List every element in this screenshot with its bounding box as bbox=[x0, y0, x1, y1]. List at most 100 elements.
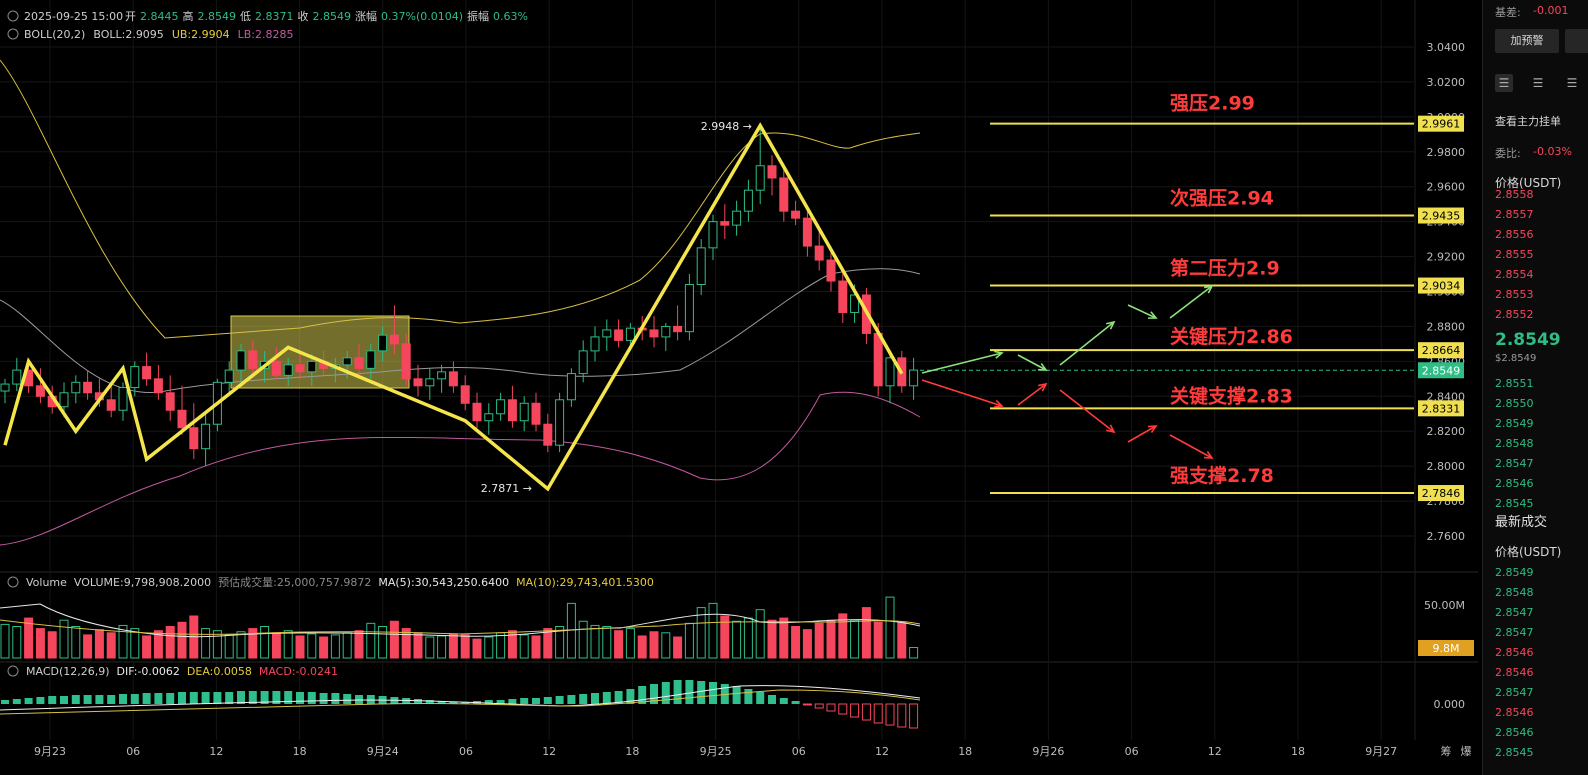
candle-up bbox=[307, 360, 317, 373]
volume-bar bbox=[354, 630, 364, 659]
volume-bar bbox=[460, 634, 470, 659]
macd-bar bbox=[508, 699, 517, 704]
macd-bar bbox=[95, 695, 104, 704]
volume-bar bbox=[342, 632, 352, 659]
last-price: 2.8549 bbox=[1495, 330, 1561, 350]
price-axis-label: 2.7600 bbox=[1427, 530, 1466, 543]
macd-bar bbox=[826, 703, 836, 712]
macd-legend: DEA:0.0058 bbox=[187, 665, 252, 678]
price-axis-label: 2.9800 bbox=[1427, 146, 1466, 159]
ub-line bbox=[0, 59, 921, 339]
time-axis-label: 筹 bbox=[1441, 744, 1452, 758]
macd-bar bbox=[24, 698, 33, 704]
list-buy-icon[interactable]: ☰ bbox=[1532, 76, 1544, 90]
macd-bar bbox=[189, 692, 198, 704]
candle-down bbox=[767, 165, 777, 179]
volume-tag-bg bbox=[1418, 640, 1474, 656]
volume-bar bbox=[83, 634, 93, 659]
volume-bar bbox=[543, 628, 553, 659]
volume-bar bbox=[307, 633, 317, 659]
candle-down bbox=[35, 385, 45, 397]
time-axis-label: 18 bbox=[958, 745, 972, 758]
macd-bar bbox=[12, 699, 21, 704]
candle-up bbox=[661, 325, 671, 338]
volume-bar bbox=[271, 632, 281, 659]
macd-bar bbox=[331, 693, 340, 704]
time-axis-label: 18 bbox=[293, 745, 307, 758]
macd-axis-label: 0.000 bbox=[1434, 698, 1466, 711]
volume-bar bbox=[873, 621, 883, 659]
time-axis-label: 9月26 bbox=[1032, 745, 1064, 758]
candle-down bbox=[779, 177, 789, 212]
candle-down bbox=[649, 329, 659, 338]
trades-price-header: 价格(USDT) bbox=[1495, 545, 1562, 559]
list-all-icon[interactable]: ☰ bbox=[1495, 74, 1513, 92]
volume-bar bbox=[401, 628, 411, 659]
candle-up bbox=[425, 378, 435, 387]
macd-bar bbox=[614, 691, 623, 704]
candle-down bbox=[873, 332, 883, 387]
candle-down bbox=[401, 343, 411, 380]
volume-bar bbox=[767, 619, 777, 659]
macd-bar bbox=[107, 695, 116, 704]
candle-up bbox=[578, 350, 588, 375]
volume-bar bbox=[897, 621, 907, 659]
macd-bar bbox=[838, 703, 848, 715]
volume-ma10 bbox=[0, 619, 921, 635]
macd-bar bbox=[850, 703, 860, 718]
ask-price: 2.8557 bbox=[1495, 208, 1534, 221]
projection-arrow-up bbox=[921, 352, 1003, 374]
time-axis-label: 爆 bbox=[1461, 744, 1472, 758]
candle-up bbox=[519, 402, 529, 422]
time-axis-label: 12 bbox=[1208, 745, 1222, 758]
trade-price: 2.8547 bbox=[1495, 686, 1534, 699]
trade-price: 2.8546 bbox=[1495, 666, 1534, 679]
projection-arrow-up bbox=[1147, 311, 1158, 319]
volume-bar bbox=[59, 619, 69, 659]
main-orders-link[interactable]: 查看主力挂单 bbox=[1495, 115, 1561, 128]
header-ohlc: 2.8549 bbox=[198, 10, 237, 23]
price-tag: 2.7846 bbox=[1422, 487, 1461, 500]
trade-price: 2.8547 bbox=[1495, 606, 1534, 619]
macd-bar bbox=[36, 697, 45, 704]
macd-bar bbox=[591, 693, 599, 704]
candle-up bbox=[59, 392, 69, 408]
macd-bar bbox=[343, 694, 352, 704]
volume-bar bbox=[177, 621, 187, 659]
ask-price: 2.8558 bbox=[1495, 188, 1534, 201]
header-ohlc: 2.8371 bbox=[255, 10, 294, 23]
volume-bar bbox=[496, 632, 506, 659]
latest-trades-tab[interactable]: 最新成交 bbox=[1495, 515, 1548, 530]
bid-price: 2.8548 bbox=[1495, 437, 1534, 450]
time-axis-label: 06 bbox=[1125, 745, 1139, 758]
projection-arrow-up bbox=[1037, 363, 1048, 371]
zigzag-trend-line bbox=[3, 122, 904, 492]
macd-bar bbox=[567, 695, 576, 704]
macd-bar bbox=[119, 694, 127, 704]
basis-value: -0.001 bbox=[1533, 4, 1569, 17]
candle-up bbox=[0, 383, 10, 392]
projection-arrow-up bbox=[1106, 320, 1116, 330]
macd-bar bbox=[496, 700, 505, 704]
candle-down bbox=[531, 402, 541, 425]
volume-bar bbox=[236, 631, 246, 659]
ratio-label: 委比: bbox=[1495, 147, 1521, 160]
macd-bar bbox=[709, 682, 717, 704]
volume-bar bbox=[531, 635, 541, 659]
macd-bar bbox=[768, 695, 776, 704]
macd-bar bbox=[897, 703, 907, 728]
more-button[interactable] bbox=[1565, 29, 1588, 53]
ask-price: 2.8556 bbox=[1495, 228, 1534, 241]
list-sell-icon[interactable]: ☰ bbox=[1566, 76, 1578, 90]
candle-up bbox=[909, 369, 919, 387]
boll-toggle-icon bbox=[7, 28, 19, 40]
macd-bar bbox=[579, 694, 588, 704]
candle-up bbox=[484, 413, 494, 422]
add-alert-button[interactable]: 加预警 bbox=[1495, 29, 1559, 53]
time-axis-label: 9月23 bbox=[34, 745, 66, 758]
volume-toggle-icon bbox=[7, 576, 19, 588]
candle-up bbox=[283, 364, 293, 376]
basis-label: 基差: bbox=[1495, 6, 1521, 19]
price-tag-bg bbox=[1418, 342, 1464, 359]
